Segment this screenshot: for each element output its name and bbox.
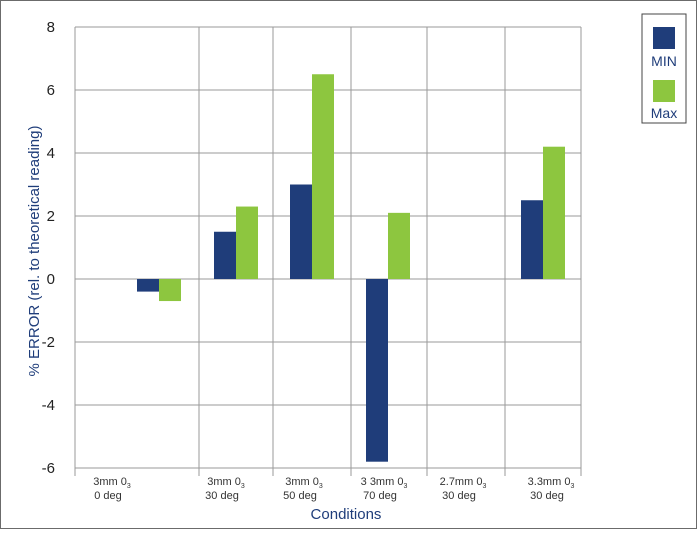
x-tick-label-line2: 30 deg (205, 490, 239, 502)
bar-max-5 (543, 146, 565, 279)
y-tick-label: -2 (42, 334, 55, 351)
y-tick-label: 8 (47, 19, 55, 36)
bar-min-2 (290, 184, 312, 279)
bar-min-1 (214, 231, 236, 279)
legend-swatch-min (653, 27, 675, 49)
legend: MIN Max (641, 13, 687, 124)
bar-max-0 (159, 279, 181, 302)
y-axis-label: % ERROR (rel. to theoretical reading) (26, 126, 43, 377)
x-tick-label-line2: 0 deg (94, 490, 122, 502)
x-tick-label: 3mm 03 (93, 476, 131, 490)
x-tick-label: 3.3mm 03 (528, 476, 575, 490)
x-tick-label-line2: 50 deg (283, 490, 317, 502)
y-tick-label: 2 (47, 208, 55, 225)
x-tick-label-line2: 30 deg (442, 490, 476, 502)
x-tick-label: 3mm 03 (285, 476, 323, 490)
y-tick-label: -4 (42, 397, 55, 414)
bar-min-3 (366, 279, 388, 462)
bar-max-1 (236, 206, 258, 279)
bar-min-0 (137, 279, 159, 292)
x-tick-label: 3 3mm 03 (361, 476, 408, 490)
y-tick-label: 4 (47, 145, 55, 162)
legend-label-max: Max (651, 105, 677, 121)
legend-swatch-max (653, 80, 675, 102)
legend-label-min: MIN (651, 53, 677, 69)
bar-max-2 (312, 74, 334, 279)
y-tick-label: -6 (42, 460, 55, 477)
y-tick-label: 6 (47, 82, 55, 99)
x-tick-label: 2.7mm 03 (440, 476, 487, 490)
y-tick-label: 0 (47, 271, 55, 288)
y-tick-labels: 8 6 4 2 0 -2 -4 -6 (42, 19, 55, 477)
x-tick-label: 3mm 03 (207, 476, 245, 490)
x-tick-label-line2: 30 deg (530, 490, 564, 502)
bars (137, 74, 565, 462)
x-tick-label-line2: 70 deg (363, 490, 397, 502)
x-axis-label: Conditions (311, 506, 382, 523)
bar-max-3 (388, 212, 410, 279)
bar-min-5 (521, 200, 543, 279)
